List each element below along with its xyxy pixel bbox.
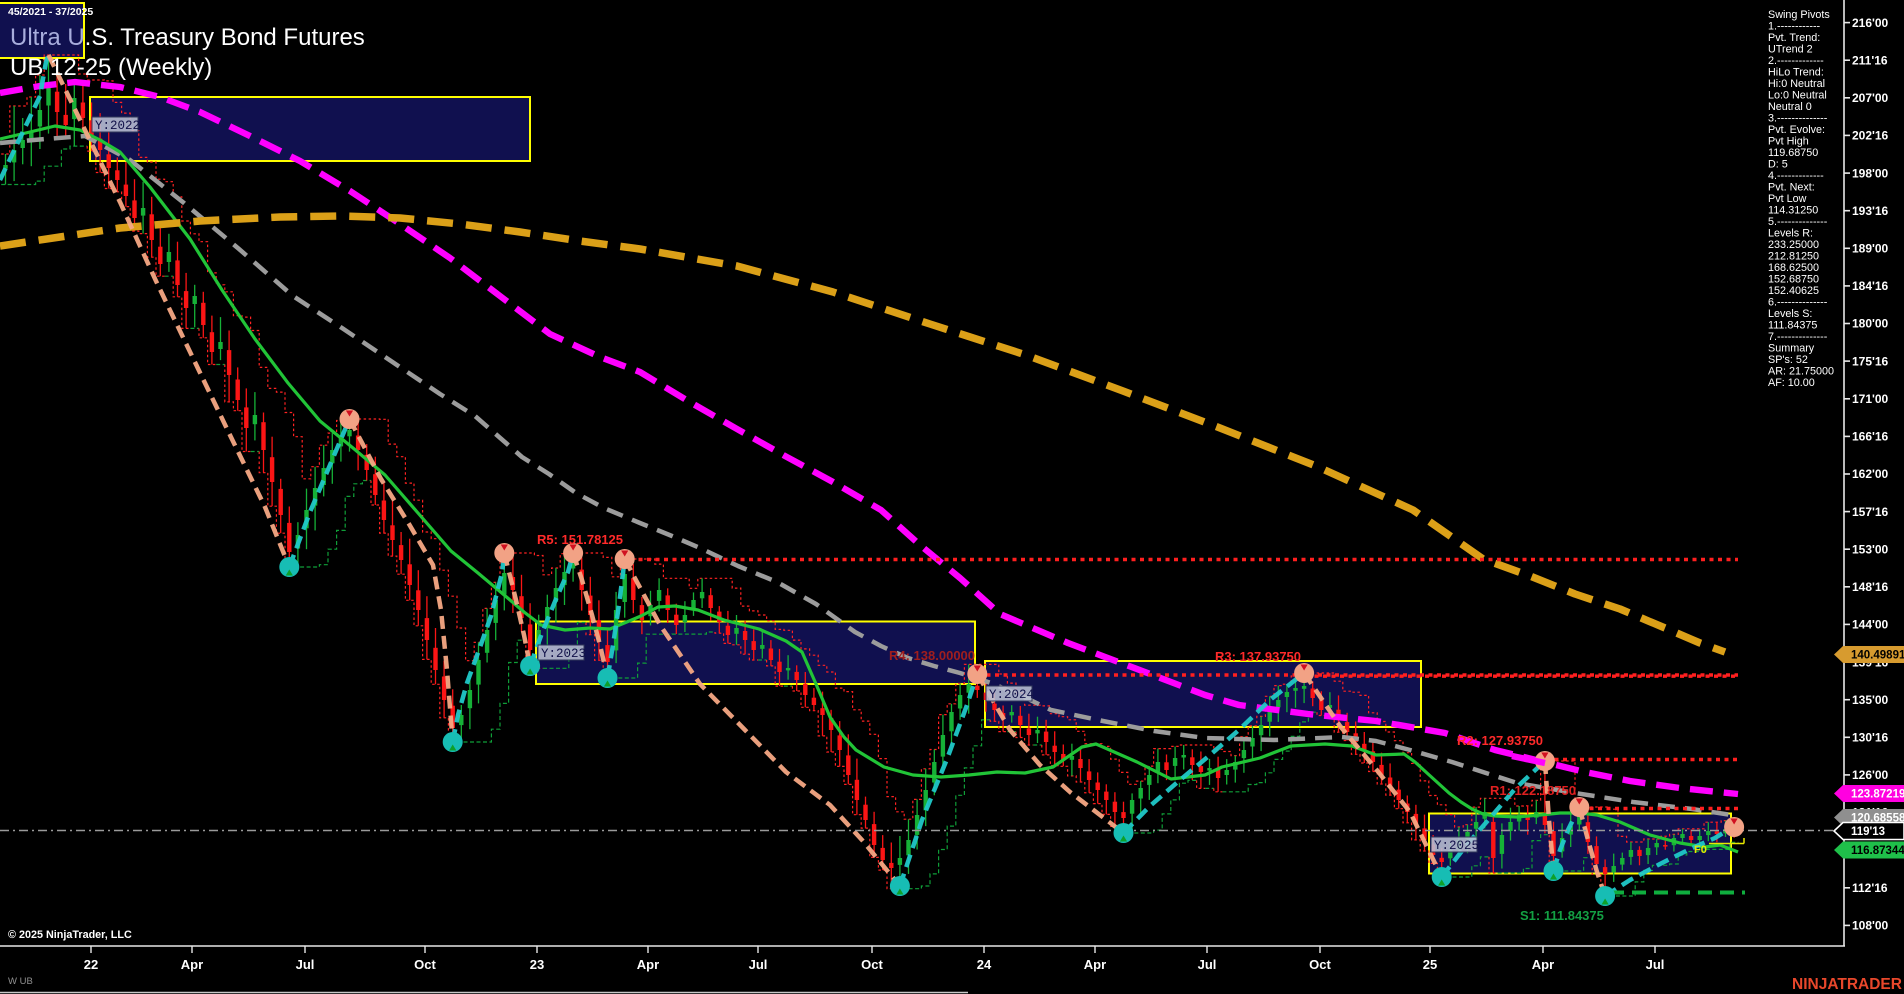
svg-text:4.-------------: 4.------------- (1768, 170, 1824, 182)
svg-text:111.84375: 111.84375 (1768, 320, 1817, 332)
svg-text:Lo:0 Neutral: Lo:0 Neutral (1768, 90, 1827, 102)
svg-text:Pvt High: Pvt High (1768, 136, 1809, 148)
svg-text:R5: 151.78125: R5: 151.78125 (537, 532, 623, 547)
svg-text:3.--------------: 3.-------------- (1768, 113, 1828, 125)
svg-text:189'00: 189'00 (1852, 242, 1889, 256)
svg-text:144'00: 144'00 (1852, 618, 1889, 632)
svg-text:W UB: W UB (8, 976, 33, 987)
svg-text:152.40625: 152.40625 (1768, 285, 1819, 297)
svg-text:R3: 137.93750: R3: 137.93750 (1215, 649, 1301, 664)
svg-text:Oct: Oct (1309, 957, 1331, 972)
svg-text:Hi:0 Neutral: Hi:0 Neutral (1768, 78, 1825, 90)
svg-text:Pvt. Next:: Pvt. Next: (1768, 182, 1815, 194)
svg-text:148'16: 148'16 (1852, 580, 1889, 594)
svg-text:171'00: 171'00 (1852, 392, 1889, 406)
svg-text:Apr: Apr (1532, 957, 1554, 972)
svg-text:Levels R:: Levels R: (1768, 228, 1813, 240)
svg-text:Apr: Apr (181, 957, 203, 972)
svg-text:Swing Pivots: Swing Pivots (1768, 9, 1830, 21)
svg-text:126'00: 126'00 (1852, 768, 1889, 782)
svg-text:6.--------------: 6.-------------- (1768, 297, 1828, 309)
svg-text:180'00: 180'00 (1852, 317, 1889, 331)
svg-text:175'16: 175'16 (1852, 354, 1889, 368)
svg-text:130'16: 130'16 (1852, 731, 1889, 745)
svg-text:123.87219: 123.87219 (1851, 789, 1904, 801)
svg-text:Summary: Summary (1768, 343, 1815, 355)
svg-text:Apr: Apr (637, 957, 659, 972)
svg-text:166'16: 166'16 (1852, 430, 1889, 444)
svg-text:R4: 138.00000: R4: 138.00000 (889, 648, 975, 663)
svg-text:Jul: Jul (1198, 957, 1217, 972)
svg-text:Pvt. Evolve:: Pvt. Evolve: (1768, 124, 1825, 136)
svg-text:UB 12-25 (Weekly): UB 12-25 (Weekly) (10, 54, 212, 81)
svg-text:Y:2024: Y:2024 (989, 688, 1034, 702)
svg-text:157'16: 157'16 (1852, 505, 1889, 519)
svg-text:© 2025 NinjaTrader, LLC: © 2025 NinjaTrader, LLC (8, 929, 132, 941)
svg-text:Apr: Apr (1084, 957, 1106, 972)
svg-text:193'16: 193'16 (1852, 204, 1889, 218)
svg-text:25: 25 (1423, 957, 1437, 972)
svg-text:5.--------------: 5.-------------- (1768, 216, 1828, 228)
svg-text:119.68750: 119.68750 (1768, 147, 1818, 159)
svg-text:2.-------------: 2.------------- (1768, 55, 1824, 67)
svg-text:Y:2022: Y:2022 (95, 119, 140, 133)
svg-text:168.62500: 168.62500 (1768, 262, 1819, 274)
svg-text:153'00: 153'00 (1852, 542, 1889, 556)
svg-text:211'16: 211'16 (1852, 53, 1888, 67)
svg-text:216'00: 216'00 (1852, 16, 1889, 30)
svg-text:135'00: 135'00 (1852, 693, 1889, 707)
svg-text:R2: 127.93750: R2: 127.93750 (1457, 733, 1543, 748)
svg-text:114.31250: 114.31250 (1768, 205, 1818, 217)
svg-text:140.49891: 140.49891 (1851, 650, 1904, 662)
svg-text:UTrend 2: UTrend 2 (1768, 44, 1813, 56)
svg-text:24: 24 (977, 957, 992, 972)
svg-text:SP's: 52: SP's: 52 (1768, 354, 1808, 366)
svg-text:HiLo Trend:: HiLo Trend: (1768, 67, 1824, 79)
svg-text:Pvt. Trend:: Pvt. Trend: (1768, 32, 1820, 44)
svg-text:202'16: 202'16 (1852, 129, 1889, 143)
svg-text:Pvt Low: Pvt Low (1768, 193, 1807, 205)
svg-text:Jul: Jul (749, 957, 768, 972)
svg-text:AR: 21.75000: AR: 21.75000 (1768, 366, 1834, 378)
svg-text:212.81250: 212.81250 (1768, 251, 1819, 263)
svg-text:Jul: Jul (296, 957, 315, 972)
svg-text:Oct: Oct (861, 957, 883, 972)
svg-text:Jul: Jul (1646, 957, 1665, 972)
svg-text:Levels S:: Levels S: (1768, 308, 1812, 320)
svg-text:AF: 10.00: AF: 10.00 (1768, 377, 1815, 389)
svg-text:R1: 122.18750: R1: 122.18750 (1490, 783, 1576, 798)
svg-text:162'00: 162'00 (1852, 467, 1889, 481)
svg-text:22: 22 (84, 957, 98, 972)
svg-text:Neutral 0: Neutral 0 (1768, 101, 1812, 113)
svg-text:F0: F0 (1694, 844, 1707, 856)
svg-text:Y:2025: Y:2025 (1434, 839, 1479, 853)
svg-text:207'00: 207'00 (1852, 91, 1889, 105)
svg-text:23: 23 (530, 957, 544, 972)
svg-text:7.--------------: 7.-------------- (1768, 331, 1828, 343)
svg-text:45/2021 - 37/2025: 45/2021 - 37/2025 (8, 6, 93, 18)
svg-text:152.68750: 152.68750 (1768, 274, 1819, 286)
svg-text:184'16: 184'16 (1852, 279, 1889, 293)
svg-text:1.------------: 1.------------ (1768, 21, 1821, 33)
svg-text:119'13: 119'13 (1851, 826, 1885, 838)
svg-text:112'16: 112'16 (1852, 881, 1888, 895)
svg-text:233.25000: 233.25000 (1768, 239, 1819, 251)
svg-text:NINJATRADER: NINJATRADER (1792, 976, 1902, 993)
svg-text:Oct: Oct (414, 957, 436, 972)
svg-text:198'00: 198'00 (1852, 166, 1889, 180)
svg-text:108'00: 108'00 (1852, 919, 1889, 933)
svg-text:Ultra U.S. Treasury Bond Futur: Ultra U.S. Treasury Bond Futures (10, 24, 365, 51)
svg-text:116.87344: 116.87344 (1851, 845, 1904, 857)
svg-text:S1: 111.84375: S1: 111.84375 (1520, 908, 1604, 923)
svg-text:Y:2023: Y:2023 (541, 647, 586, 661)
svg-text:D: 5: D: 5 (1768, 159, 1788, 171)
